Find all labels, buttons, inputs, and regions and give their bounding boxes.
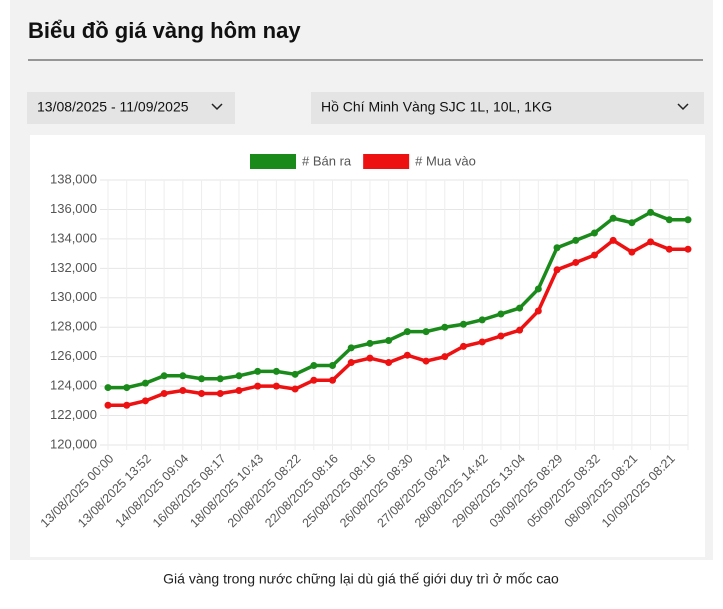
point — [572, 236, 580, 244]
point — [235, 387, 243, 395]
point — [628, 219, 636, 227]
y-tick-label: 138,000 — [50, 171, 97, 186]
point — [179, 372, 187, 380]
point — [291, 370, 299, 378]
point — [534, 285, 542, 293]
point — [385, 359, 393, 367]
point — [516, 304, 524, 312]
point — [216, 375, 224, 383]
caption: Giá vàng trong nước chững lại dù giá thế… — [163, 571, 559, 587]
y-tick-label: 134,000 — [50, 230, 97, 245]
point — [590, 229, 598, 237]
legend-swatch — [250, 154, 296, 169]
point — [160, 372, 168, 380]
point — [459, 320, 467, 328]
point — [254, 367, 262, 375]
date-range: 13/08/2025 - 11/09/2025 — [37, 99, 189, 115]
y-tick-label: 130,000 — [50, 289, 97, 304]
point — [310, 362, 318, 369]
legend-label: # Bán ra — [302, 153, 352, 168]
point — [366, 354, 374, 362]
point — [441, 353, 449, 361]
point — [609, 214, 617, 222]
point — [198, 375, 206, 383]
point — [553, 244, 561, 252]
y-tick-label: 124,000 — [50, 378, 97, 393]
point — [272, 382, 280, 390]
point — [141, 397, 149, 405]
chevron — [677, 103, 689, 111]
point — [684, 216, 692, 224]
point — [179, 387, 187, 395]
product: Hồ Chí Minh Vàng SJC 1L, 10L, 1KG — [321, 99, 552, 115]
point — [478, 316, 486, 324]
point — [497, 310, 505, 318]
point — [572, 258, 580, 266]
point — [684, 245, 692, 253]
point — [534, 307, 542, 315]
point — [366, 339, 374, 347]
point — [329, 376, 337, 384]
point — [310, 376, 318, 384]
point — [123, 384, 131, 392]
y-tick-label: 128,000 — [50, 319, 97, 334]
point — [422, 328, 430, 336]
page-title: Biểu đồ giá vàng hôm nay — [28, 18, 301, 43]
point — [160, 389, 168, 397]
product-select[interactable] — [311, 92, 704, 124]
point — [123, 401, 131, 409]
point — [478, 338, 486, 346]
point — [347, 344, 355, 352]
point — [403, 328, 411, 336]
point — [628, 248, 636, 256]
point — [665, 245, 673, 253]
point — [647, 238, 655, 246]
y-tick-label: 136,000 — [50, 201, 97, 216]
point — [347, 359, 355, 367]
y-tick-label: 120,000 — [50, 436, 97, 451]
point — [553, 266, 561, 274]
point — [104, 384, 112, 392]
point — [422, 357, 430, 365]
point — [516, 326, 524, 334]
point — [291, 385, 299, 393]
point — [272, 367, 280, 375]
point — [254, 382, 262, 390]
point — [497, 332, 505, 340]
point — [403, 351, 411, 359]
point — [590, 251, 598, 259]
legend-swatch — [363, 154, 410, 169]
y-tick-label: 132,000 — [50, 260, 97, 275]
point — [665, 216, 673, 224]
point — [609, 236, 617, 244]
chart-card — [30, 135, 705, 557]
y-tick-label: 122,000 — [50, 407, 97, 422]
point — [459, 342, 467, 350]
point — [441, 323, 449, 331]
point — [385, 336, 393, 344]
point — [329, 362, 337, 369]
point — [216, 389, 224, 397]
legend-label: # Mua vào — [415, 153, 476, 168]
point — [235, 372, 243, 380]
y-tick-label: 126,000 — [50, 348, 97, 363]
point — [647, 208, 655, 216]
date-picker[interactable] — [27, 92, 235, 124]
point — [104, 401, 112, 409]
point — [198, 389, 206, 397]
chevron — [211, 103, 223, 111]
point — [141, 379, 149, 387]
